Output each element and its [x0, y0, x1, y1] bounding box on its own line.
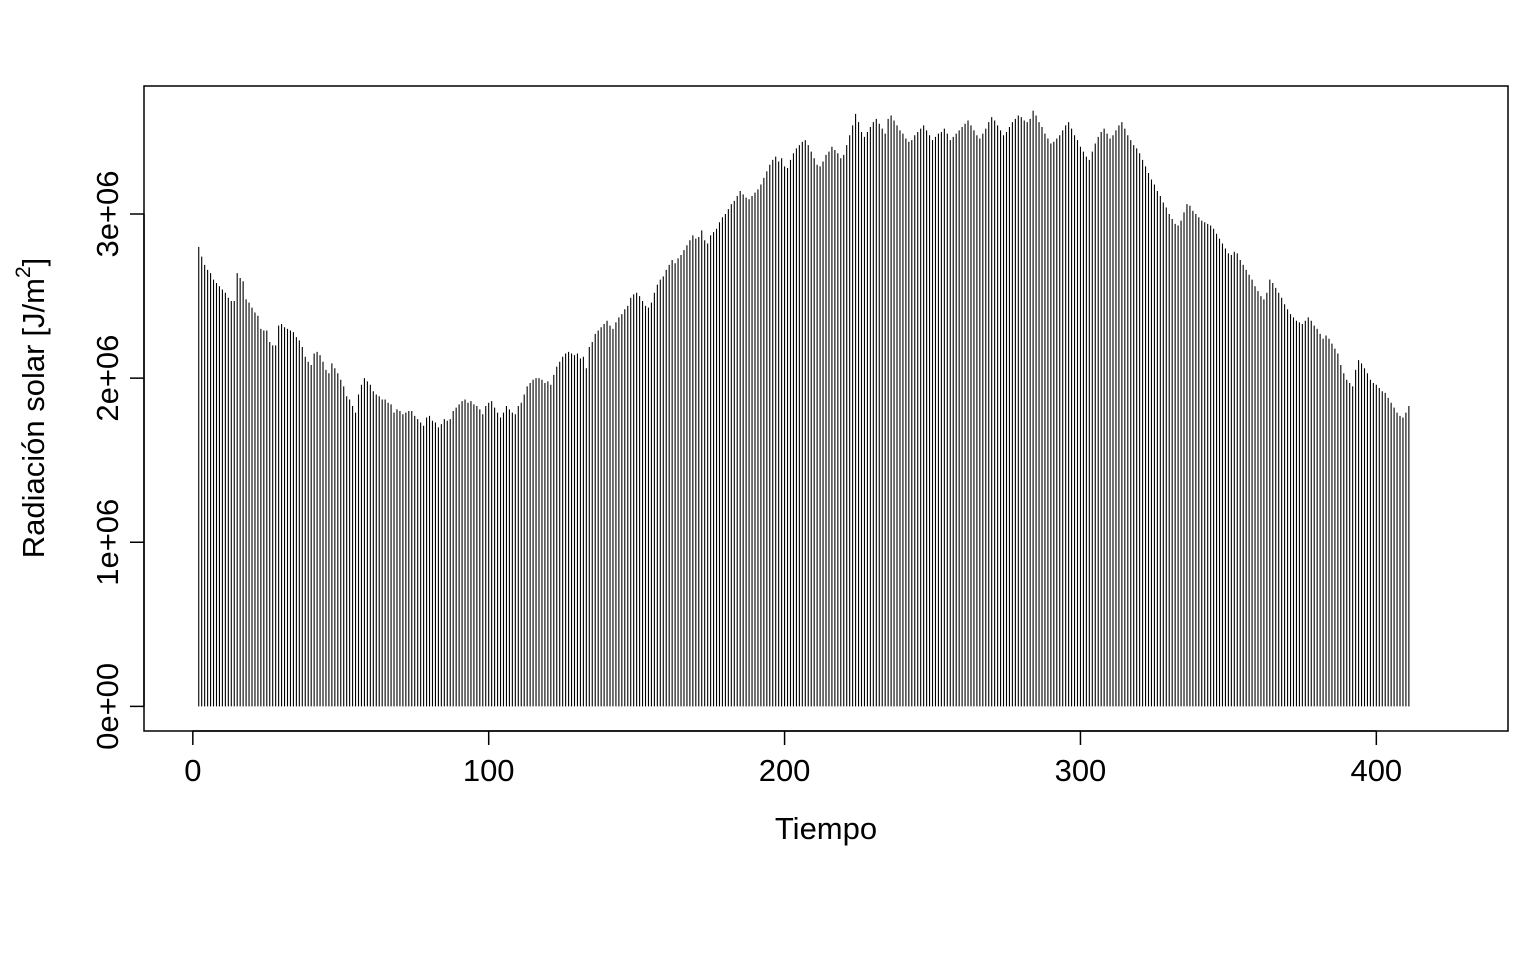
x-axis: 0 100 200 300 400 — [184, 730, 1402, 788]
y-axis-unit-suffix: ] — [16, 258, 51, 267]
x-tick-label: 400 — [1350, 753, 1402, 788]
x-axis-title: Tiempo — [775, 811, 877, 846]
y-axis-title: Radiación solar [J/m2] — [12, 258, 51, 559]
y-axis: 0e+00 1e+06 2e+06 3e+06 — [90, 170, 145, 750]
x-tick-label: 100 — [463, 753, 515, 788]
x-tick-label: 300 — [1055, 753, 1107, 788]
y-tick-label: 0e+00 — [90, 663, 125, 750]
y-tick-label: 2e+06 — [90, 335, 125, 422]
y-axis-unit-prefix: [J/m — [16, 278, 51, 337]
y-axis-unit-exponent: 2 — [12, 266, 35, 278]
bar-series — [198, 110, 1410, 707]
y-tick-label: 1e+06 — [90, 499, 125, 586]
x-tick-label: 0 — [184, 753, 201, 788]
y-tick-label: 3e+06 — [90, 170, 125, 257]
y-axis-title-main: Radiación solar — [16, 345, 51, 559]
x-tick-label: 200 — [759, 753, 811, 788]
